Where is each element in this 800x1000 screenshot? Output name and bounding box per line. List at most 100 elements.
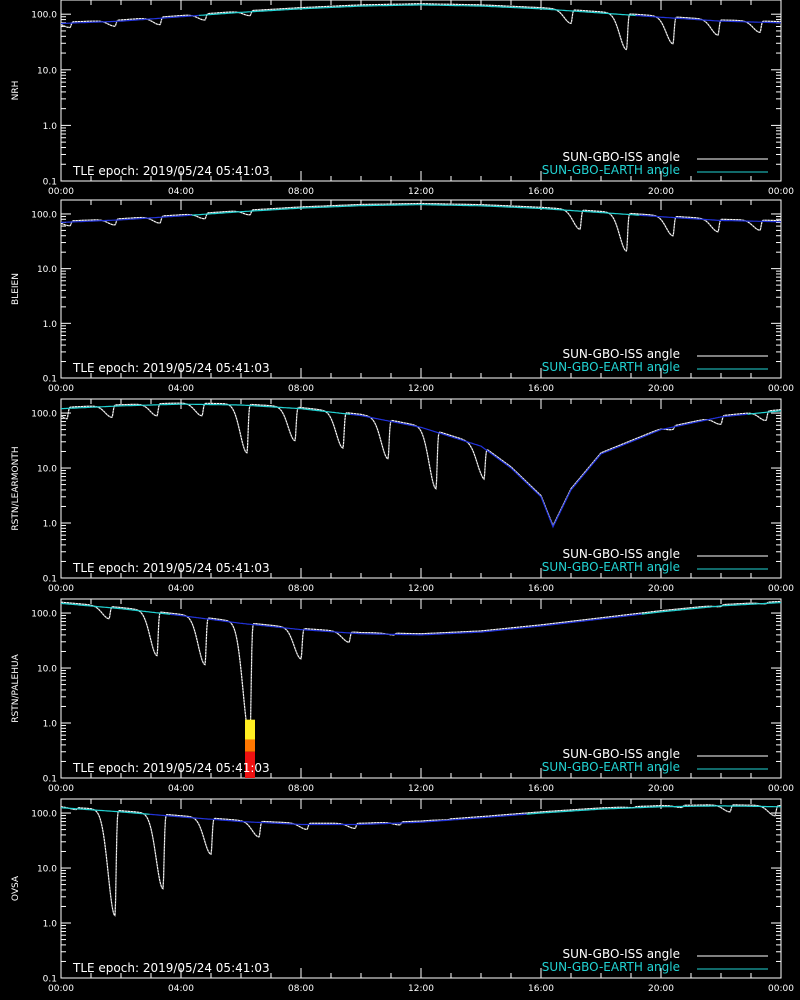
sun-gbo-iss-curve [61, 3, 781, 51]
x-tick-label: 08:00 [288, 384, 314, 394]
legend-earth-label: SUN-GBO-EARTH angle [542, 560, 680, 574]
sun-gbo-earth-curve [191, 203, 640, 216]
sun-gbo-earth-curve [641, 601, 781, 615]
y-tick-label: 0.1 [43, 575, 57, 585]
x-tick-label: 20:00 [648, 384, 674, 394]
x-tick-label: 08:00 [288, 984, 314, 994]
sun-gbo-earth-curve [170, 613, 642, 636]
y-tick-label: 100.0 [31, 210, 57, 220]
x-tick-label: 16:00 [528, 187, 554, 197]
sun-gbo-earth-curve [526, 805, 781, 815]
sun-gbo-earth-curve [61, 14, 200, 25]
x-ticks [60, 599, 782, 778]
sun-gbo-earth-curve [149, 813, 527, 826]
x-tick-label: 20:00 [648, 984, 674, 994]
y-tick-label: 100.0 [31, 410, 57, 420]
tle-epoch-label: TLE epoch: 2019/05/24 05:41:03 [72, 761, 270, 775]
sun-gbo-earth-curve [635, 14, 781, 24]
sun-gbo-earth-curve [61, 807, 150, 815]
y-tick-label: 0.1 [43, 975, 57, 985]
x-tick-label: 08:00 [288, 584, 314, 594]
x-tick-label: 00:00 [48, 187, 74, 197]
plot-area [61, 202, 781, 252]
y-tick-label: 1.0 [43, 520, 58, 530]
panel-ylabel: RSTN/LEARMONTH [11, 446, 21, 530]
legend-earth-label: SUN-GBO-EARTH angle [542, 760, 680, 774]
x-tick-label: 16:00 [528, 984, 554, 994]
y-tick-label: 1.0 [43, 122, 58, 132]
sun-gbo-iss-curve [61, 804, 781, 917]
tle-epoch-label: TLE epoch: 2019/05/24 05:41:03 [72, 164, 270, 178]
panel-ylabel: BLEIEN [11, 273, 21, 305]
sun-gbo-earth-curve [350, 413, 748, 529]
sun-gbo-iss-curve-far [61, 600, 781, 740]
x-tick-label: 04:00 [168, 187, 194, 197]
sun-gbo-iss-curve [61, 402, 781, 527]
sun-gbo-earth-curve [61, 214, 192, 223]
x-tick-label: 00:00 [48, 784, 74, 794]
chart-panel-1: 0.1 1.0 10.0 100.0 00:00 04:00 08:00 12:00 16:00… [11, 0, 794, 197]
x-tick-label: 04:00 [168, 984, 194, 994]
y-tick-label: 0.1 [43, 178, 57, 188]
legend-iss-label: SUN-GBO-ISS angle [563, 747, 680, 761]
x-ticks [60, 200, 782, 378]
legend-earth-label: SUN-GBO-EARTH angle [542, 360, 680, 374]
y-ticks [61, 213, 781, 379]
legend-earth-label: SUN-GBO-EARTH angle [542, 960, 680, 974]
x-tick-label: 16:00 [528, 784, 554, 794]
legend-iss-label: SUN-GBO-ISS angle [563, 150, 680, 164]
y-tick-label: 100.0 [31, 11, 57, 21]
sun-gbo-iss-curve [61, 600, 781, 740]
y-tick-label: 0.1 [43, 375, 57, 385]
x-tick-label: 20:00 [648, 187, 674, 197]
plot-area [61, 804, 781, 917]
legend-iss-label: SUN-GBO-ISS angle [563, 947, 680, 961]
y-ticks [61, 412, 781, 579]
tle-epoch-label: TLE epoch: 2019/05/24 05:41:03 [72, 961, 270, 975]
x-tick-label: 20:00 [648, 584, 674, 594]
x-tick-label: 12:00 [408, 187, 434, 197]
y-tick-label: 100.0 [31, 610, 57, 620]
y-tick-label: 10.0 [37, 865, 57, 875]
x-tick-label: 00:00 [48, 384, 74, 394]
flare-bar-segment [245, 719, 255, 740]
x-tick-label: 16:00 [528, 384, 554, 394]
chart-panel-4: 0.1 1.0 10.0 100.0 00:00 04:00 08:00 12:00 16:00… [11, 598, 794, 794]
tle-epoch-label: TLE epoch: 2019/05/24 05:41:03 [72, 361, 270, 375]
sun-gbo-iss-curve-far [61, 402, 781, 528]
x-tick-label: 00:00 [48, 584, 74, 594]
x-ticks [60, 0, 782, 181]
y-ticks [61, 812, 781, 979]
sun-gbo-earth-curve [639, 214, 781, 223]
legend-iss-label: SUN-GBO-ISS angle [563, 347, 680, 361]
y-ticks [61, 13, 781, 182]
flare-bar-segment [245, 751, 255, 778]
x-tick-label: 12:00 [408, 784, 434, 794]
tle-epoch-label: TLE epoch: 2019/05/24 05:41:03 [72, 561, 270, 575]
x-tick-label: 00:00 [768, 384, 794, 394]
y-tick-label: 10.0 [37, 265, 57, 275]
chart-panel-3: 0.1 1.0 10.0 100.0 00:00 04:00 08:00 12:00 16:00… [11, 398, 794, 594]
panel-ylabel: NRH [11, 81, 21, 101]
x-tick-label: 00:00 [768, 784, 794, 794]
flare-bar-segment [245, 739, 255, 752]
panel-ylabel: RSTN/PALEHUA [11, 653, 21, 722]
y-tick-label: 10.0 [37, 66, 57, 76]
y-tick-label: 100.0 [31, 810, 57, 820]
sun-gbo-earth-curve [61, 403, 351, 415]
y-tick-label: 0.1 [43, 775, 57, 785]
sun-gbo-earth-curve [747, 410, 781, 415]
chart-panel-2: 0.1 1.0 10.0 100.0 00:00 04:00 08:00 12:00 16:00… [11, 199, 794, 394]
legend-earth-label: SUN-GBO-EARTH angle [542, 163, 680, 177]
legend-iss-label: SUN-GBO-ISS angle [563, 547, 680, 561]
x-tick-label: 12:00 [408, 584, 434, 594]
x-tick-label: 20:00 [648, 784, 674, 794]
y-ticks [61, 612, 781, 779]
x-tick-label: 16:00 [528, 584, 554, 594]
plot-area [61, 3, 781, 51]
x-tick-label: 00:00 [768, 984, 794, 994]
plot-area [61, 600, 781, 778]
x-tick-label: 08:00 [288, 784, 314, 794]
x-tick-label: 00:00 [768, 584, 794, 594]
sun-gbo-iss-curve [61, 203, 781, 252]
